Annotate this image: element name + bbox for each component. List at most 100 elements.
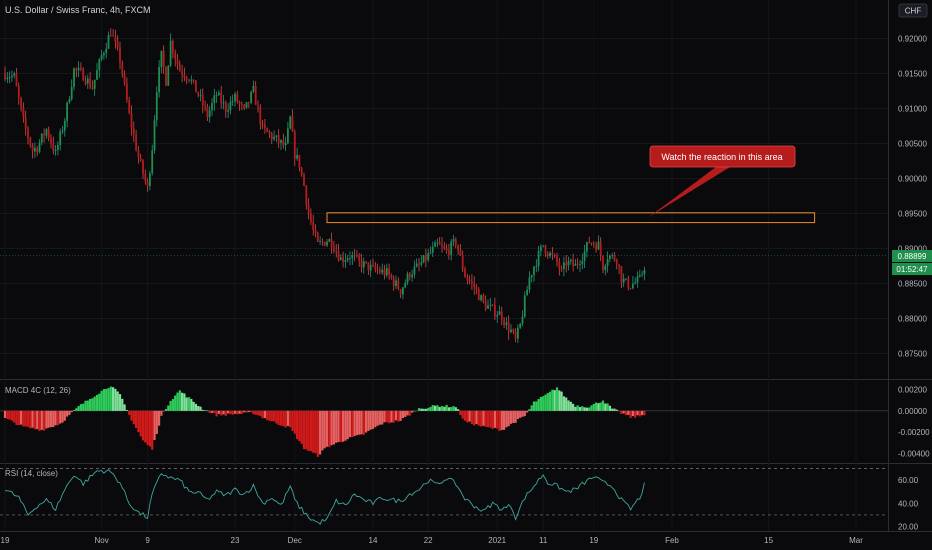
macd-bar	[146, 410, 149, 445]
macd-bar	[247, 410, 250, 413]
macd-bar	[289, 410, 292, 428]
candle	[464, 266, 466, 278]
candle	[96, 63, 98, 80]
candle	[489, 297, 492, 312]
candle	[402, 286, 404, 300]
macd-bar	[302, 410, 306, 450]
price-tick-label: 0.88000	[898, 315, 927, 324]
macd-bar	[560, 391, 563, 411]
macd-bar	[300, 410, 303, 444]
macd-histogram	[0, 386, 888, 457]
candle	[82, 67, 85, 81]
candle	[385, 263, 388, 278]
candle	[425, 248, 427, 268]
macd-bar	[68, 410, 71, 415]
candle	[604, 263, 607, 276]
chart-title: U.S. Dollar / Swiss Franc, 4h, FXCM	[5, 5, 151, 15]
candle	[80, 62, 82, 72]
macd-bar	[358, 410, 361, 435]
candle	[592, 240, 595, 248]
candle	[66, 101, 68, 128]
time-tick-label: 9	[145, 536, 150, 545]
candle	[514, 328, 517, 343]
rsi-tick-label: 20.00	[898, 523, 919, 532]
candle	[356, 250, 358, 258]
macd-bar	[390, 410, 393, 423]
price-tick-label: 0.91000	[898, 105, 927, 114]
candle	[569, 258, 572, 265]
candle	[89, 71, 91, 90]
macd-bar	[618, 410, 621, 412]
macd-bar	[613, 408, 616, 411]
candle	[142, 159, 144, 179]
macd-bar	[445, 404, 448, 411]
candle	[215, 91, 218, 103]
candle	[310, 208, 312, 226]
macd-tick-label: 0.00200	[898, 386, 927, 395]
candle	[638, 269, 641, 278]
candle	[576, 257, 579, 270]
candle	[208, 105, 211, 123]
macd-bar	[185, 397, 188, 411]
macd-bar	[279, 410, 283, 426]
candle	[399, 288, 402, 299]
macd-bar	[323, 410, 326, 449]
macd-bar	[544, 394, 547, 411]
macd-bar	[480, 410, 483, 427]
macd-bar	[10, 410, 13, 421]
macd-bar	[434, 405, 437, 411]
candle	[103, 51, 105, 60]
macd-bar	[89, 398, 92, 411]
macd-bar	[20, 410, 23, 425]
macd-bar	[100, 390, 103, 411]
macd-bar	[70, 410, 73, 413]
candle	[599, 237, 602, 262]
time-tick-label: 19	[589, 536, 598, 545]
candle	[123, 70, 126, 86]
last-price-value: 0.88899	[898, 252, 927, 261]
macd-bar	[353, 410, 356, 437]
macd-bar	[620, 410, 623, 414]
candle	[201, 88, 204, 114]
candle	[484, 295, 487, 312]
candle	[119, 41, 121, 70]
candle	[457, 244, 459, 256]
macd-bar	[95, 394, 99, 411]
macd-bar	[532, 401, 536, 411]
macd-bar	[576, 405, 579, 411]
candle	[500, 306, 503, 326]
candle	[47, 126, 50, 142]
candle	[135, 130, 137, 152]
candle	[293, 129, 296, 166]
macd-bar	[484, 410, 487, 427]
macd-bar	[284, 410, 287, 428]
candle	[542, 245, 545, 248]
macd-bar	[72, 409, 76, 411]
macd-bar	[192, 401, 195, 411]
candle	[86, 74, 89, 89]
candle	[50, 133, 52, 149]
macd-bar	[507, 410, 510, 427]
macd-bar	[477, 410, 480, 426]
candle	[15, 68, 18, 87]
macd-bar	[319, 410, 322, 455]
callout-pointer	[649, 167, 730, 217]
candle	[530, 274, 533, 283]
candle	[84, 75, 87, 86]
candle	[109, 28, 112, 37]
macd-bar	[523, 410, 526, 417]
macd-bar	[325, 410, 329, 447]
currency-badge[interactable]: CHF	[898, 3, 928, 18]
macd-bar	[351, 410, 354, 438]
candle	[197, 91, 200, 98]
candle	[480, 294, 482, 302]
candle	[507, 315, 510, 340]
candle	[408, 272, 411, 281]
last-price-badge: 0.88899	[892, 250, 932, 262]
candle	[438, 237, 441, 245]
macd-bar	[164, 409, 168, 411]
macd-bar	[519, 410, 522, 418]
candle	[178, 60, 181, 72]
macd-bar	[98, 393, 101, 411]
candle	[250, 90, 252, 105]
